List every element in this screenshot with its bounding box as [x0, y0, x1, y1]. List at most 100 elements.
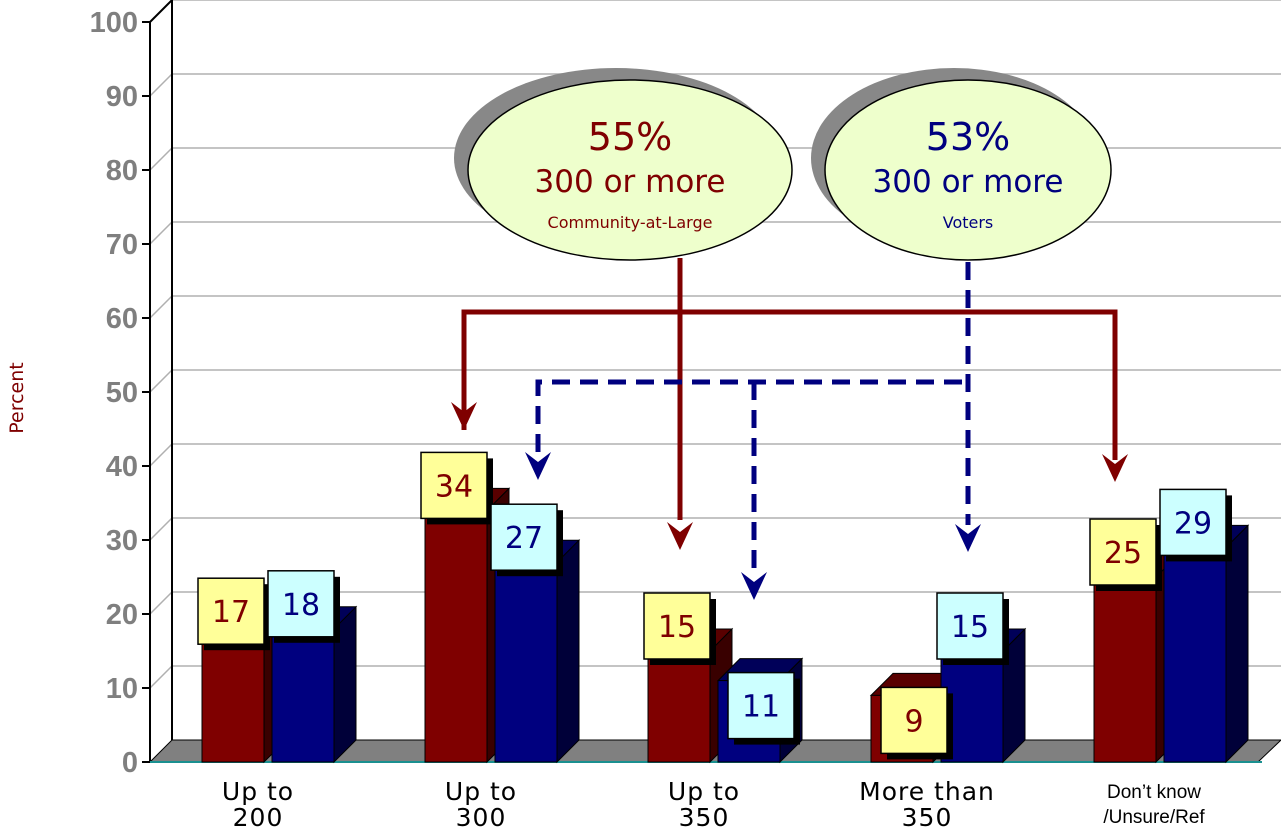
data-label-text: 9 [904, 704, 923, 739]
y-tick-label: 0 [122, 747, 138, 779]
y-tick: 60 [106, 303, 150, 335]
x-tick-line: 300 [456, 803, 507, 832]
data-label-box [880, 686, 948, 755]
data-label-text: 15 [951, 610, 989, 645]
data-label: 18 [267, 570, 340, 643]
bubble-community: 55% 300 or more Community-at-Large [454, 68, 793, 261]
data-label-text: 18 [282, 588, 320, 623]
data-label: 25 [1089, 518, 1162, 591]
data-label: 15 [936, 592, 1009, 665]
y-tick-label: 80 [106, 155, 138, 187]
data-label-box [267, 570, 335, 638]
arrow-head [451, 402, 477, 430]
bar-front [1163, 546, 1227, 763]
data-label: 27 [490, 503, 563, 577]
gridline [149, 369, 1281, 393]
bar-front [1093, 576, 1157, 763]
y-tick: 50 [106, 377, 150, 409]
data-label-box [1089, 518, 1157, 586]
arrow-line [535, 379, 968, 452]
data-label: 11 [727, 671, 800, 745]
bubble-group: Voters [943, 213, 994, 232]
annotation-arrows-voters [525, 262, 981, 600]
x-tick-line: Don’t know [1107, 782, 1201, 803]
y-tick: 20 [106, 599, 150, 631]
x-tick-line: More than [859, 777, 995, 806]
x-tick-label: Don’t know/Unsure/Ref [1103, 782, 1205, 828]
data-label-text: 17 [212, 595, 250, 630]
data-label: 9 [880, 686, 953, 760]
gridline [149, 0, 1281, 23]
data-label-text: 29 [1174, 506, 1212, 541]
data-label: 34 [420, 451, 493, 525]
bars: 17 18 34 27 15 11 9 15 25 29 [197, 451, 1250, 764]
axis-corner [149, 0, 173, 23]
y-tick-label: 100 [90, 7, 138, 39]
bubble [824, 79, 1112, 261]
data-label-box [936, 592, 1004, 660]
data-label-box [420, 451, 488, 520]
bubble-voters: 53% 300 or more Voters [811, 68, 1112, 261]
bar-front [271, 628, 335, 763]
y-tick: 40 [106, 451, 150, 483]
y-tick: 0 [122, 747, 150, 779]
bubble-group: Community-at-Large [548, 213, 713, 232]
x-tick-line: Up to [668, 777, 740, 806]
y-tick: 80 [106, 155, 150, 187]
y-tick: 100 [90, 7, 150, 39]
x-tick-line: Up to [445, 777, 517, 806]
y-tick-label: 70 [106, 229, 138, 261]
arrow-head [741, 572, 767, 600]
data-label: 17 [197, 577, 270, 651]
bar-front [647, 650, 711, 763]
data-label-text: 27 [505, 521, 543, 556]
data-label-box [1159, 488, 1227, 557]
data-label: 29 [1159, 488, 1232, 562]
y-tick-label: 10 [106, 673, 138, 705]
data-label-box [490, 503, 558, 571]
x-tick-line: 350 [679, 803, 730, 832]
arrow-line [461, 309, 1118, 460]
bar-front [494, 561, 558, 763]
y-tick-label: 60 [106, 303, 138, 335]
x-tick-line: /Unsure/Ref [1103, 807, 1205, 828]
gridline [149, 295, 1281, 319]
data-label-text: 11 [742, 690, 780, 725]
y-axis-label: Percent [6, 362, 28, 434]
data-label-text: 25 [1104, 536, 1142, 571]
bubble-subtitle: 300 or more [535, 164, 726, 200]
arrow-head [1102, 454, 1128, 482]
y-tick: 10 [106, 673, 150, 705]
y-tick-label: 90 [106, 81, 138, 113]
bubble-subtitle: 300 or more [873, 164, 1064, 200]
x-tick-line: Up to [222, 777, 294, 806]
data-label-box [643, 592, 711, 660]
bubble [467, 79, 793, 261]
y-tick-label: 20 [106, 599, 138, 631]
data-label-box [197, 577, 265, 645]
annotation-arrows-community [451, 258, 1128, 550]
y-tick: 90 [106, 81, 150, 113]
arrow-head [667, 522, 693, 550]
arrow-head [525, 452, 551, 480]
x-tick-line: 350 [902, 803, 953, 832]
arrow-head [955, 524, 981, 552]
y-tick: 70 [106, 229, 150, 261]
y-tick: 30 [106, 525, 150, 557]
y-tick-label: 40 [106, 451, 138, 483]
y-tick-label: 30 [106, 525, 138, 557]
data-label-text: 34 [435, 469, 473, 504]
y-tick-label: 50 [106, 377, 138, 409]
bar-front [424, 509, 488, 763]
data-label-text: 15 [658, 610, 696, 645]
data-label-box [727, 671, 795, 740]
bubble-percent: 53% [926, 115, 1010, 159]
bubble-percent: 55% [588, 115, 672, 159]
data-label: 15 [643, 592, 716, 665]
bar-front [201, 635, 265, 763]
